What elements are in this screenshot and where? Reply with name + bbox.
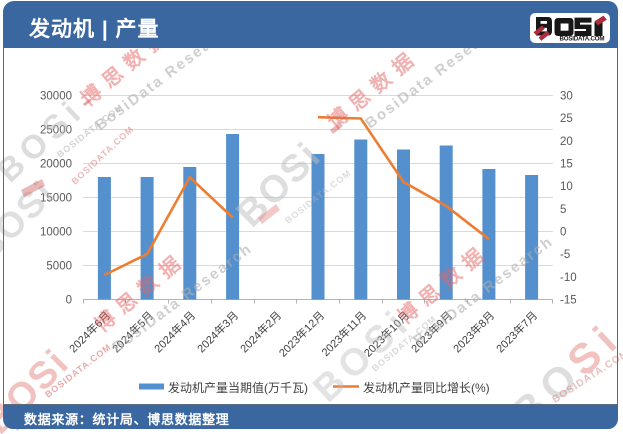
svg-text:30: 30: [560, 91, 573, 103]
svg-text:-10: -10: [560, 272, 577, 284]
svg-text:0: 0: [66, 295, 72, 307]
svg-text:20000: 20000: [40, 159, 72, 171]
svg-text:5: 5: [560, 204, 566, 216]
svg-text:发动机产量同比增长(%): 发动机产量同比增长(%): [363, 380, 490, 395]
svg-text:-15: -15: [560, 295, 577, 307]
svg-text:20: 20: [560, 136, 573, 148]
svg-text:25: 25: [560, 113, 573, 125]
svg-text:25000: 25000: [40, 125, 72, 137]
svg-text:5000: 5000: [46, 261, 72, 273]
svg-text:15: 15: [560, 159, 573, 171]
svg-text:15000: 15000: [40, 193, 72, 205]
svg-text:10000: 10000: [40, 227, 72, 239]
svg-text:10: 10: [560, 181, 573, 193]
svg-text:发动机产量当期值(万千瓦): 发动机产量当期值(万千瓦): [168, 380, 308, 395]
svg-text:0: 0: [560, 227, 566, 239]
svg-text:BOSIDATA.COM: BOSIDATA.COM: [560, 35, 605, 42]
svg-text:-5: -5: [560, 249, 570, 261]
svg-text:30000: 30000: [40, 91, 72, 103]
